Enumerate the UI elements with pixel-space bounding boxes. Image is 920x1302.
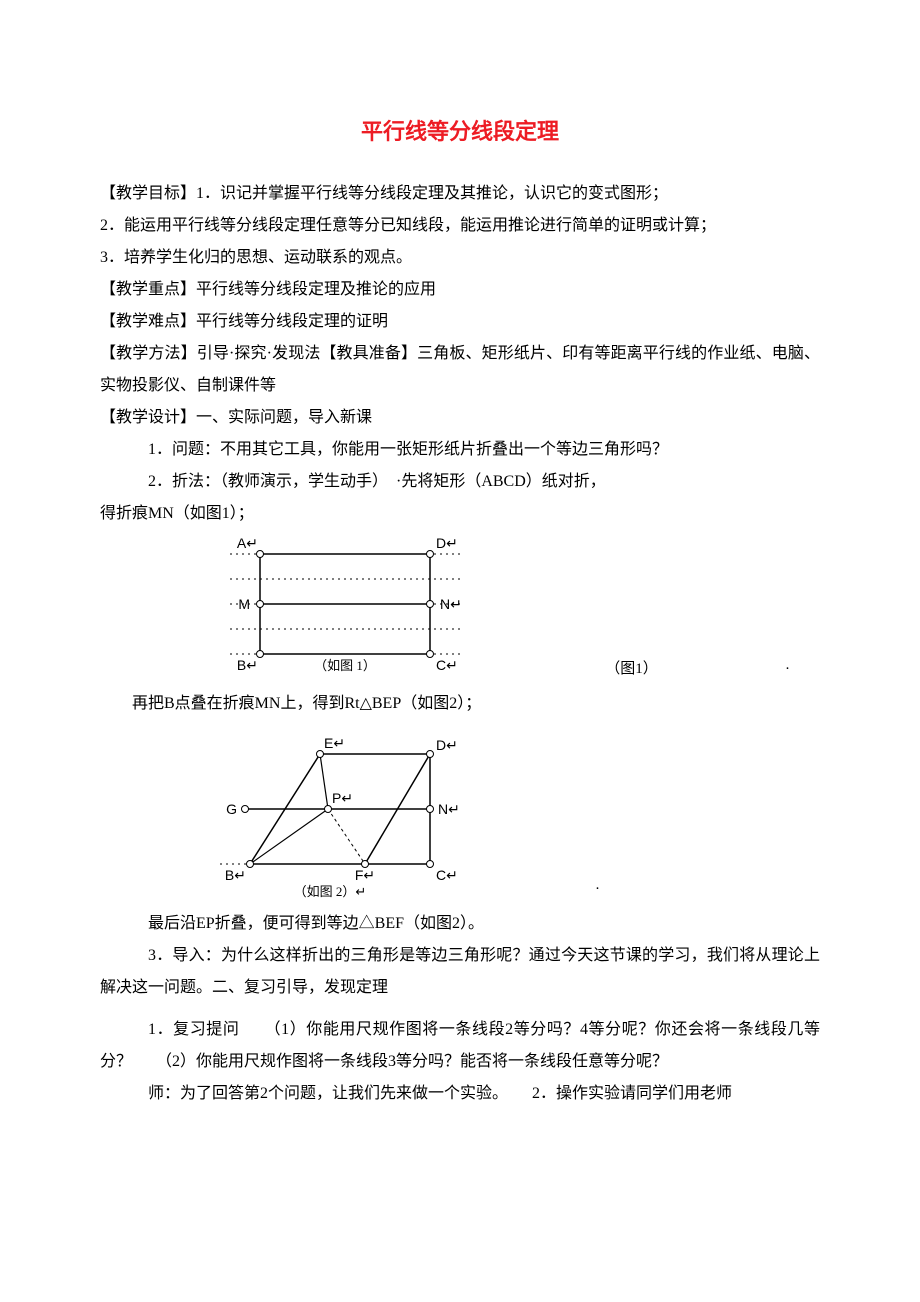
svg-text:N↵: N↵ (438, 801, 460, 817)
svg-text:G: G (226, 801, 237, 817)
para-step3: 3．导入：为什么这样折出的三角形是等边三角形呢？通过今天这节课的学习，我们将从理… (100, 940, 820, 1004)
svg-text:（如图 2）↵: （如图 2）↵ (294, 884, 367, 899)
svg-text:B↵: B↵ (225, 867, 246, 883)
para-goal-2: 2．能运用平行线等分线段定理任意等分已知线段，能运用推论进行简单的证明或计算； (100, 210, 820, 242)
para-goal-1: 【教学目标】1．识记并掌握平行线等分线段定理及其推论，认识它的变式图形； (100, 178, 820, 210)
svg-text:N↵: N↵ (440, 596, 462, 612)
para-step2b: 得折痕MN（如图1）； (100, 498, 820, 530)
para-step2a: 2．折法：（教师演示，学生动手） ·先将矩形（ABCD）纸对折， (100, 466, 820, 498)
figure-1-row: A↵ D↵ M N↵ B↵ C↵ （如图 1） （图1） · (210, 534, 820, 684)
figure-2-svg: E↵ D↵ G P↵ N↵ B↵ F↵ C↵ （如图 2）↵ (210, 734, 470, 904)
svg-text:C↵: C↵ (436, 657, 458, 673)
para-goal-3: 3．培养学生化归的思想、运动联系的观点。 (100, 242, 820, 274)
para-method: 【教学方法】引导·探究·发现法【教具准备】三角板、矩形纸片、印有等距离平行线的作… (100, 338, 820, 402)
svg-text:M: M (238, 596, 250, 612)
svg-text:E↵: E↵ (324, 735, 345, 751)
svg-text:D↵: D↵ (436, 737, 458, 753)
figure-1-svg: A↵ D↵ M N↵ B↵ C↵ （如图 1） (210, 534, 470, 684)
figure-2: E↵ D↵ G P↵ N↵ B↵ F↵ C↵ （如图 2）↵ (210, 734, 470, 904)
para-review-2: 师：为了回答第2个问题，让我们先来做一个实验。 2．操作实验请同学们用老师 (100, 1078, 820, 1110)
svg-text:A↵: A↵ (237, 535, 258, 551)
figure-1-label: （图1） (605, 654, 658, 684)
para-difficulty: 【教学难点】平行线等分线段定理的证明 (100, 306, 820, 338)
svg-text:B↵: B↵ (237, 657, 258, 673)
svg-text:（如图 1）: （如图 1） (314, 658, 376, 673)
para-design-heading: 【教学设计】一、实际问题，导入新课 (100, 402, 820, 434)
bullet-1: · (785, 654, 820, 684)
para-step2c: 再把B点叠在折痕MN上，得到Rt△BEP（如图2）； (100, 688, 820, 720)
svg-text:P↵: P↵ (332, 790, 353, 806)
svg-text:C↵: C↵ (436, 867, 458, 883)
bullet-2: · (595, 874, 820, 904)
figure-1: A↵ D↵ M N↵ B↵ C↵ （如图 1） (210, 534, 470, 684)
figure-2-row: E↵ D↵ G P↵ N↵ B↵ F↵ C↵ （如图 2）↵ · (210, 734, 820, 904)
page-title: 平行线等分线段定理 (100, 110, 820, 154)
svg-text:F↵: F↵ (355, 867, 375, 883)
para-review-1: 1．复习提问 （1）你能用尺规作图将一条线段2等分吗？4等分呢？你还会将一条线段… (100, 1014, 820, 1078)
svg-text:D↵: D↵ (436, 535, 458, 551)
para-step2d: 最后沿EP折叠，便可得到等边△BEF（如图2）。 (100, 908, 820, 940)
para-keypoint: 【教学重点】平行线等分线段定理及推论的应用 (100, 274, 820, 306)
para-step1: 1．问题：不用其它工具，你能用一张矩形纸片折叠出一个等边三角形吗？ (100, 434, 820, 466)
